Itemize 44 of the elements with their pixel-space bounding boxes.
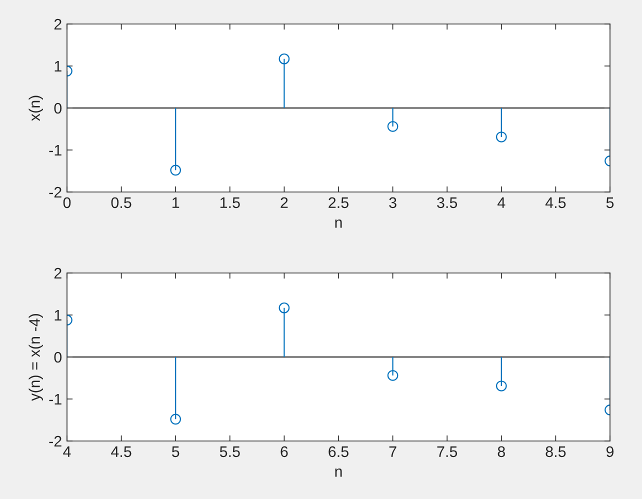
y-tick-label: -1 [49,145,62,156]
point [387,370,398,381]
x-tick-label: 4.5 [111,446,132,458]
y-axis-title: y(n) = x(n -4) [28,314,43,401]
x-tick-label: 4 [63,446,71,457]
x-tick-label: 6.5 [328,446,348,458]
x-tick-label: 5 [172,446,180,458]
x-tick-label: 8 [498,446,505,458]
x-axis-title: n [335,468,342,477]
x-tick-label: 1 [172,197,180,208]
point [278,53,290,64]
y-tick-label: 1 [54,61,62,72]
x-tick-label: 9 [606,446,614,458]
x-tick-label: 4 [498,197,506,208]
y-tick-label: 0 [54,102,62,114]
x-tick-label: 5 [606,197,614,208]
point [496,380,507,392]
x-tick-label: 2.5 [328,197,348,208]
x-tick-label: 6 [280,446,288,458]
x-tick-label: 0.5 [111,197,132,208]
point [387,121,398,132]
x-axis-title: n [335,220,342,228]
y-tick-label: -2 [49,436,62,447]
x-tick-label: 3 [389,197,396,208]
y-axis-title: x(n) [28,96,43,121]
x-tick-label: 0 [63,197,71,208]
x-tick-label: 1.5 [220,197,240,208]
x-tick-label: 3.5 [437,197,458,208]
x-tick-label: 2 [280,197,288,208]
y-tick-label: 2 [54,268,62,279]
x-tick-label: 7 [389,446,396,457]
x-tick-label: 4.5 [545,197,566,208]
y-tick-label: 0 [54,352,62,363]
x-tick-label: 8.5 [546,446,566,458]
y-tick-label: -1 [49,394,62,405]
point [170,164,182,176]
y-tick-label: 2 [54,18,62,30]
y-tick-label: -2 [49,186,62,198]
point [170,414,182,425]
x-tick-label: 5.5 [220,446,240,458]
y-tick-label: 1 [54,310,62,321]
point [278,302,290,314]
point [496,132,507,142]
x-tick-label: 7.5 [437,446,458,458]
